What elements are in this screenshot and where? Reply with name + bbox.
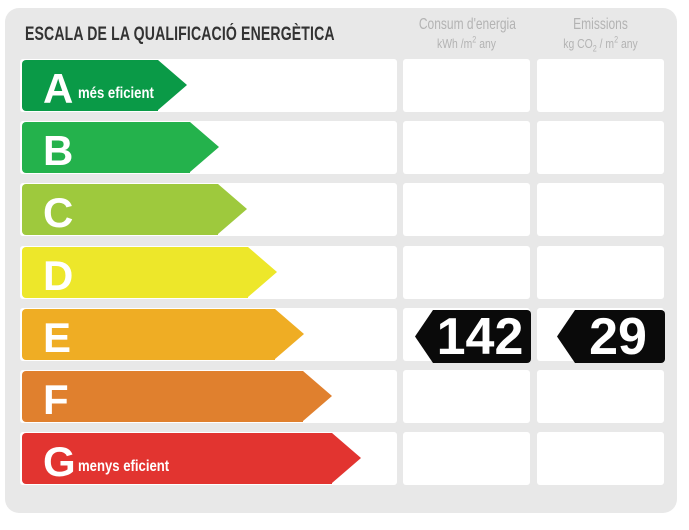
consum-value-badge: 142 — [415, 310, 531, 363]
consum-header-line1: Consum d'energia — [418, 16, 516, 33]
emissions-cell — [537, 59, 664, 112]
consum-cell — [403, 432, 530, 485]
energy-label-panel: ESCALA DE LA QUALIFICACIÓ ENERGÈTICA Con… — [5, 8, 677, 513]
scale-row-d: D — [5, 246, 677, 299]
consum-value: 142 — [436, 307, 524, 366]
emissions-header-line1: Emissions — [573, 16, 628, 33]
page-title: ESCALA DE LA QUALIFICACIÓ ENERGÈTICA — [25, 24, 335, 45]
consum-cell — [403, 59, 530, 112]
emissions-value: 29 — [589, 307, 647, 366]
rating-arrow-f: F — [22, 371, 332, 423]
scale-row-f: F — [5, 370, 677, 423]
emissions-header-units: kg CO2 / m2 any — [563, 34, 638, 54]
emissions-column-header: Emissions kg CO2 / m2 any — [537, 16, 664, 54]
scale-row-b: B — [5, 121, 677, 174]
consum-cell: 142 — [403, 308, 531, 363]
rating-arrow-d: D — [22, 247, 277, 299]
rating-arrow-g: G menys eficient — [22, 433, 361, 485]
rating-letter: F — [43, 376, 69, 423]
rating-letter: D — [43, 252, 74, 299]
rating-letter: E — [43, 314, 72, 361]
emissions-cell — [537, 370, 664, 423]
scale-row-g: G menys eficient — [5, 432, 677, 485]
efficiency-note: menys eficient — [78, 458, 170, 475]
rating-letter: C — [43, 189, 74, 236]
consum-cell — [403, 246, 530, 299]
rating-arrow-b: B — [22, 122, 219, 174]
rating-letter: A — [43, 65, 74, 112]
consum-column-header: Consum d'energia kWh /m2 any — [403, 16, 530, 51]
scale-row-c: C — [5, 183, 677, 236]
rating-letter: G — [43, 438, 76, 485]
rating-letter: B — [43, 127, 74, 174]
rating-arrow-a: A més eficient — [22, 60, 187, 112]
consum-cell — [403, 121, 530, 174]
rating-arrow-c: C — [22, 184, 247, 236]
consum-header-units: kWh /m2 any — [437, 34, 496, 51]
emissions-cell: 29 — [537, 308, 665, 363]
scale-row-e: E 142 29 — [5, 308, 677, 363]
emissions-cell — [537, 246, 664, 299]
consum-cell — [403, 183, 530, 236]
consum-cell — [403, 370, 530, 423]
rating-arrow-e: E — [22, 309, 304, 361]
emissions-cell — [537, 121, 664, 174]
efficiency-note: més eficient — [78, 85, 154, 102]
emissions-cell — [537, 183, 664, 236]
emissions-value-badge: 29 — [557, 310, 665, 363]
scale-row-a: A més eficient — [5, 59, 677, 112]
emissions-cell — [537, 432, 664, 485]
